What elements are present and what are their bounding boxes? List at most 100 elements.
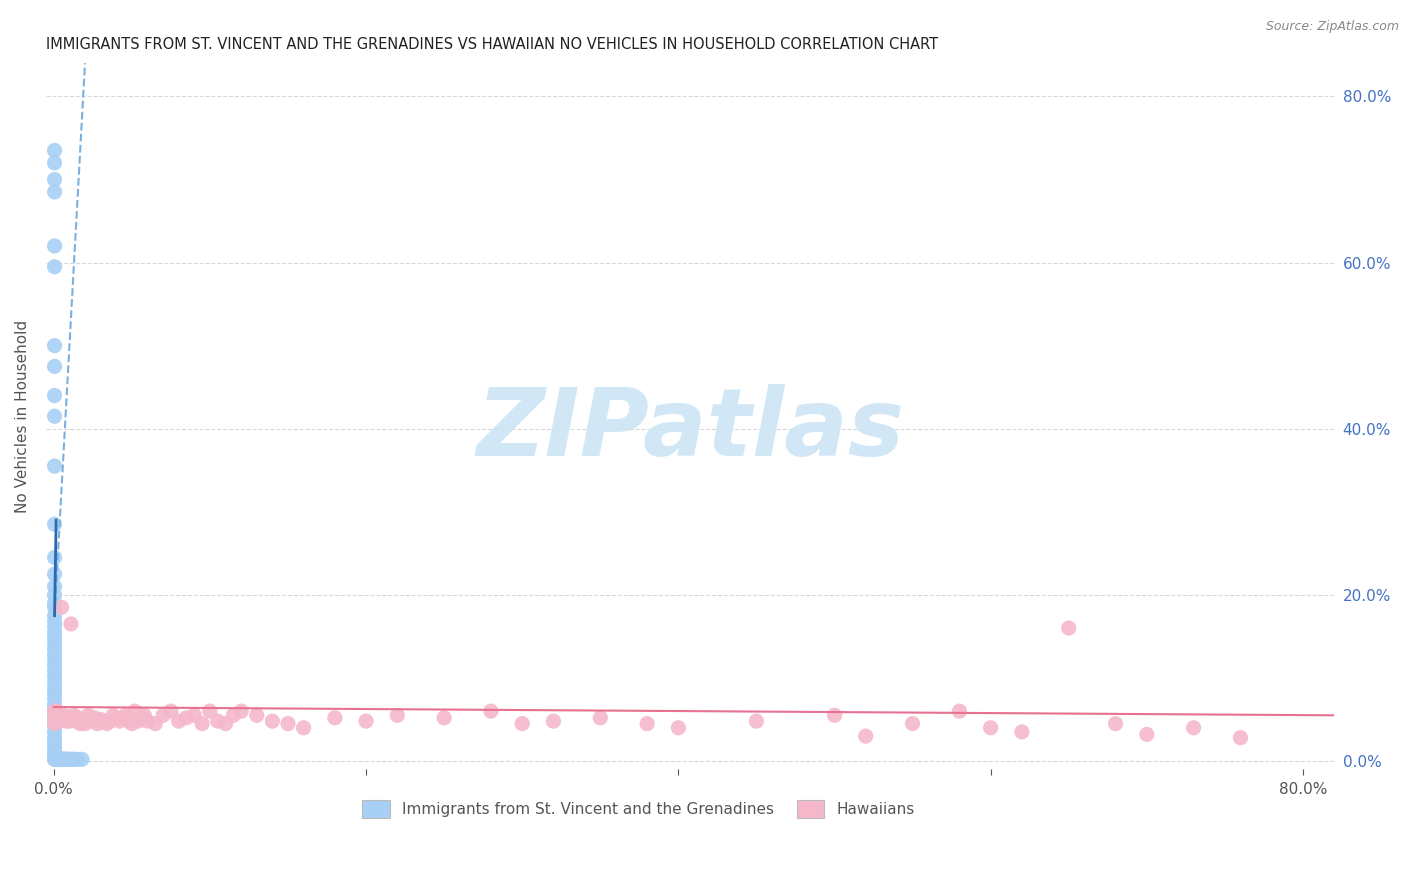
- Point: [948, 704, 970, 718]
- Point: [44, 740, 66, 755]
- Point: [129, 711, 152, 725]
- Point: [44, 600, 66, 615]
- Point: [58, 714, 80, 728]
- Point: [124, 704, 146, 718]
- Point: [98, 714, 121, 728]
- Point: [198, 704, 221, 718]
- Point: [44, 716, 66, 731]
- Point: [214, 716, 236, 731]
- Point: [48, 711, 70, 725]
- Point: [127, 714, 149, 728]
- Point: [44, 388, 66, 402]
- Point: [143, 716, 166, 731]
- Point: [44, 681, 66, 695]
- Point: [44, 615, 66, 629]
- Point: [53, 752, 76, 766]
- Point: [73, 716, 96, 731]
- Point: [1182, 721, 1205, 735]
- Point: [44, 691, 66, 706]
- Point: [121, 716, 143, 731]
- Point: [86, 716, 108, 731]
- Text: IMMIGRANTS FROM ST. VINCENT AND THE GRENADINES VS HAWAIIAN NO VEHICLES IN HOUSEH: IMMIGRANTS FROM ST. VINCENT AND THE GREN…: [46, 37, 938, 53]
- Point: [45, 704, 67, 718]
- Point: [45, 752, 67, 766]
- Point: [44, 736, 66, 750]
- Point: [183, 708, 205, 723]
- Point: [134, 708, 156, 723]
- Point: [1229, 731, 1251, 745]
- Point: [44, 619, 66, 633]
- Point: [44, 752, 66, 766]
- Point: [745, 714, 768, 728]
- Point: [354, 714, 377, 728]
- Point: [77, 708, 100, 723]
- Point: [69, 716, 91, 731]
- Point: [44, 713, 66, 727]
- Point: [636, 716, 658, 731]
- Point: [222, 708, 245, 723]
- Point: [44, 658, 66, 673]
- Point: [44, 144, 66, 158]
- Point: [66, 752, 89, 766]
- Point: [93, 714, 115, 728]
- Point: [44, 714, 66, 728]
- Point: [105, 711, 128, 725]
- Point: [44, 156, 66, 170]
- Point: [53, 708, 76, 723]
- Point: [65, 714, 87, 728]
- Point: [108, 714, 131, 728]
- Point: [1104, 716, 1126, 731]
- Point: [56, 752, 79, 766]
- Point: [45, 714, 67, 728]
- Point: [62, 752, 84, 766]
- Point: [51, 600, 73, 615]
- Point: [67, 714, 90, 728]
- Point: [44, 648, 66, 662]
- Point: [44, 631, 66, 645]
- Point: [44, 731, 66, 745]
- Point: [66, 711, 89, 725]
- Point: [589, 711, 612, 725]
- Point: [46, 752, 69, 766]
- Point: [44, 338, 66, 352]
- Point: [44, 172, 66, 186]
- Point: [114, 708, 136, 723]
- Point: [44, 608, 66, 623]
- Point: [1136, 727, 1159, 741]
- Point: [45, 752, 67, 766]
- Point: [63, 752, 86, 766]
- Point: [44, 588, 66, 602]
- Point: [292, 721, 315, 735]
- Point: [44, 567, 66, 582]
- Point: [55, 752, 77, 766]
- Point: [44, 708, 66, 723]
- Text: ZIPatlas: ZIPatlas: [477, 384, 904, 476]
- Point: [44, 752, 66, 766]
- Point: [160, 704, 183, 718]
- Point: [323, 711, 346, 725]
- Point: [52, 713, 75, 727]
- Point: [1057, 621, 1080, 635]
- Point: [44, 260, 66, 274]
- Point: [49, 752, 72, 766]
- Point: [433, 711, 456, 725]
- Point: [111, 711, 134, 725]
- Point: [136, 714, 159, 728]
- Point: [58, 752, 80, 766]
- Point: [44, 702, 66, 716]
- Point: [44, 239, 66, 253]
- Point: [44, 665, 66, 679]
- Point: [55, 714, 77, 728]
- Point: [901, 716, 924, 731]
- Point: [51, 752, 73, 766]
- Legend: Immigrants from St. Vincent and the Grenadines, Hawaiians: Immigrants from St. Vincent and the Gren…: [354, 792, 922, 825]
- Point: [44, 641, 66, 656]
- Point: [101, 708, 124, 723]
- Point: [45, 752, 67, 766]
- Point: [49, 752, 72, 766]
- Point: [44, 625, 66, 640]
- Point: [387, 708, 409, 723]
- Point: [191, 716, 214, 731]
- Point: [90, 713, 112, 727]
- Point: [44, 675, 66, 690]
